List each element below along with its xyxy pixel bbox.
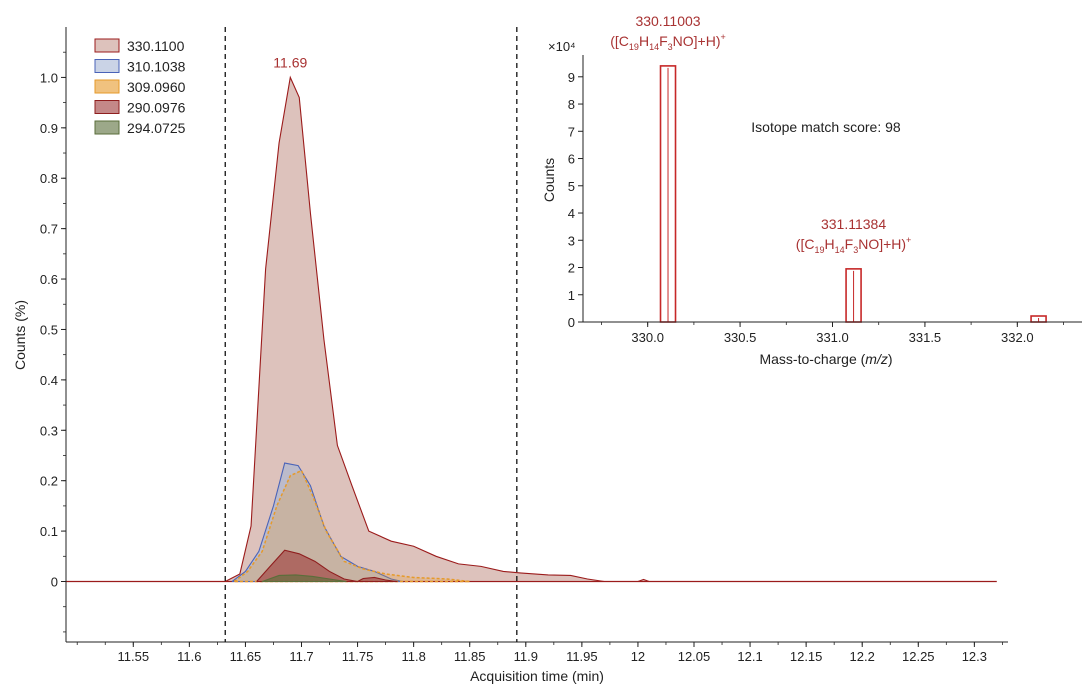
main-y-tick-label: 0.1: [40, 524, 58, 539]
inset-bars: [659, 65, 1047, 323]
inset-x-tick-label: 330.5: [724, 330, 757, 345]
main-y-axis-label: Counts (%): [12, 300, 28, 370]
inset-x-tick-label: 332.0: [1001, 330, 1034, 345]
inset-x-tick-label: 330.0: [631, 330, 664, 345]
main-x-tick-label: 11.75: [342, 649, 374, 664]
series-area-310-1038: [231, 462, 404, 583]
inset-chart: 330.0 330.5 331.0 331.5 332.0 0 1 2 3 4 5 6 7 8 9 ×10…: [541, 13, 1082, 367]
legend-label: 310.1038: [127, 59, 186, 75]
peak-formula: ([C19H14F3NO]+H)+: [796, 235, 912, 255]
main-x-axis-label: Acquisition time (min): [470, 668, 604, 684]
peak-formula: ([C19H14F3NO]+H)+: [610, 32, 726, 52]
inset-x-tick-label: 331.0: [816, 330, 849, 345]
main-series-layer: [66, 75, 997, 583]
main-y-tick-label: 0.9: [40, 121, 58, 136]
main-x-tick-label: 11.95: [566, 649, 598, 664]
inset-y-tick-label: 0: [568, 315, 575, 330]
main-x-tick-label: 11.65: [230, 649, 262, 664]
main-y-tick-label: 0.2: [40, 474, 58, 489]
inset-y-ticks: 0 1 2 3 4 5 6 7 8 9: [568, 70, 583, 330]
main-x-tick-label: 12.3: [962, 649, 987, 664]
legend-swatch: [94, 59, 120, 73]
main-y-tick-label: 0.5: [40, 322, 58, 337]
inset-x-tick-label: 331.5: [909, 330, 942, 345]
main-x-tick-label: 11.7: [289, 649, 313, 664]
legend-label: 330.1100: [127, 38, 185, 54]
main-y-tick-label: 0: [51, 575, 58, 590]
main-x-tick-label: 11.85: [454, 649, 486, 664]
legend-label: 290.0976: [127, 100, 186, 116]
main-x-tick-label: 11.55: [117, 649, 149, 664]
main-y-tick-label: 0.3: [40, 423, 58, 438]
series-area-290-0976: [256, 549, 398, 583]
inset-x-axis-label: Mass-to-charge (m/z): [759, 351, 892, 367]
inset-y-tick-label: 9: [568, 70, 575, 85]
legend-swatch: [94, 100, 120, 114]
inset-y-tick-label: 6: [568, 152, 575, 167]
main-x-tick-label: 12.15: [790, 649, 823, 664]
inset-peak-labels: 330.11003 ([C19H14F3NO]+H)+ 331.11384 ([C19…: [610, 13, 911, 255]
legend-swatch: [94, 38, 120, 53]
legend: 330.1100 310.1038 309.0960 290.0976 294.0725: [94, 38, 186, 136]
main-x-tick-label: 12.2: [850, 649, 875, 664]
main-x-tick-label: 12.05: [678, 649, 711, 664]
main-y-tick-label: 0.7: [40, 222, 58, 237]
inset-y-tick-label: 7: [568, 124, 575, 139]
legend-swatch: [94, 120, 120, 135]
main-x-ticks: 11.55 11.6 11.65 11.7 11.75 11.8 11.85 11.9 11.9…: [76, 642, 1003, 664]
peak-rt-label: 11.69: [273, 54, 307, 70]
legend-label: 294.0725: [127, 120, 186, 136]
inset-y-axis-label: Counts: [541, 158, 557, 202]
main-x-tick-label: 11.6: [177, 649, 201, 664]
legend-label: 309.0960: [127, 79, 186, 95]
main-x-tick-label: 11.9: [514, 649, 538, 664]
inset-y-tick-label: 4: [568, 206, 575, 221]
inset-y-multiplier: ×10⁴: [548, 39, 576, 54]
inset-y-tick-label: 2: [568, 261, 575, 276]
main-axes: [65, 27, 1008, 643]
series-area-294-0725: [261, 574, 347, 583]
main-x-tick-label: 11.8: [401, 649, 425, 664]
integration-bounds: [224, 27, 518, 642]
main-x-tick-label: 12.25: [902, 649, 935, 664]
inset-y-tick-label: 5: [568, 179, 575, 194]
main-y-tick-label: 0.6: [40, 272, 58, 287]
main-y-tick-label: 1.0: [40, 70, 58, 85]
peak-mz-label: 331.11384: [821, 216, 886, 232]
inset-y-tick-label: 3: [568, 233, 575, 248]
inset-y-tick-label: 1: [568, 288, 575, 303]
series-area-330-1100: [224, 75, 663, 583]
main-y-tick-label: 0.8: [40, 171, 58, 186]
main-x-tick-label: 12: [631, 649, 645, 664]
inset-x-ticks: 330.0 330.5 331.0 331.5 332.0: [601, 322, 1064, 345]
main-y-ticks: 0 0.1 0.2 0.3 0.4 0.5 0.6 0.7 0.8 0.9 1.0: [40, 51, 66, 633]
legend-swatch: [94, 79, 120, 94]
isotope-match-score: Isotope match score: 98: [751, 119, 901, 135]
main-y-tick-label: 0.4: [40, 373, 58, 388]
main-chart: 11.55 11.6 11.65 11.7 11.75 11.8 11.85 11.9 11.9…: [12, 27, 1008, 684]
peak-mz-label: 330.11003: [635, 13, 700, 29]
inset-y-tick-label: 8: [568, 97, 575, 112]
main-x-tick-label: 12.1: [737, 649, 762, 664]
